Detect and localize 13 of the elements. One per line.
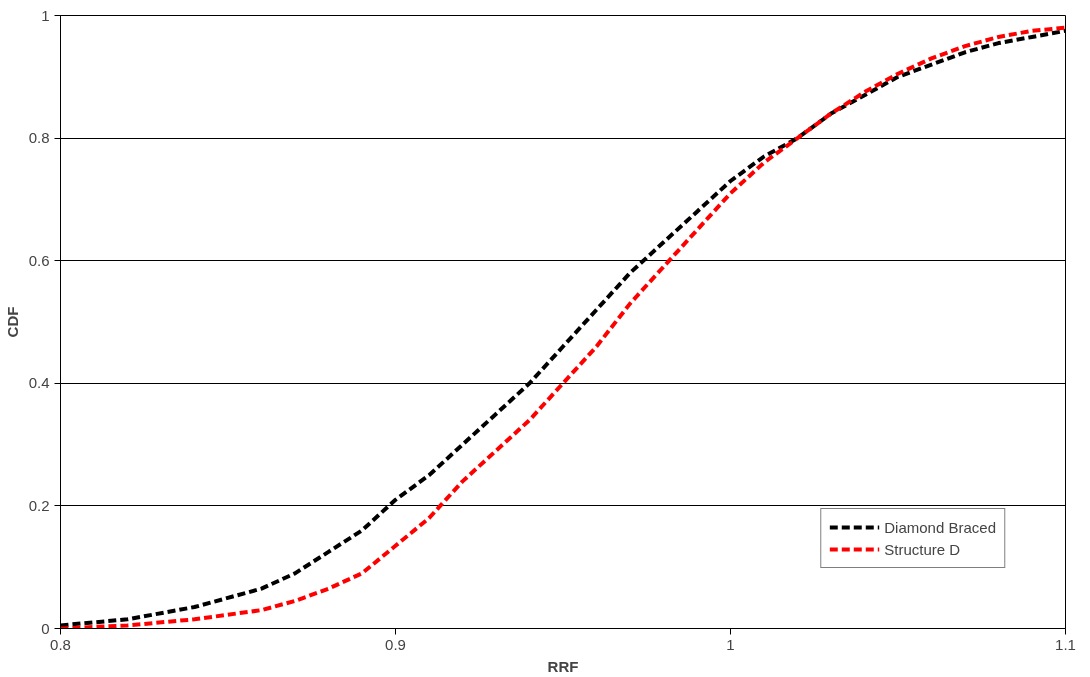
legend-label: Diamond Braced xyxy=(884,518,996,536)
y-tick-label: 0.4 xyxy=(28,374,50,392)
y-tick-label: 0.8 xyxy=(28,129,50,147)
x-axis-title: RRF xyxy=(547,657,579,675)
y-axis-title: CDF xyxy=(3,306,21,338)
x-tick-label: 0.9 xyxy=(385,635,406,653)
y-tick-label: 0.2 xyxy=(28,496,50,514)
legend-label: Structure D xyxy=(884,540,961,558)
x-tick-label: 1 xyxy=(726,635,735,653)
x-tick-label: 1.1 xyxy=(1055,635,1076,653)
y-tick-label: 0.6 xyxy=(28,251,50,269)
y-tick-label: 0 xyxy=(41,619,50,637)
y-tick-label: 1 xyxy=(41,6,50,24)
